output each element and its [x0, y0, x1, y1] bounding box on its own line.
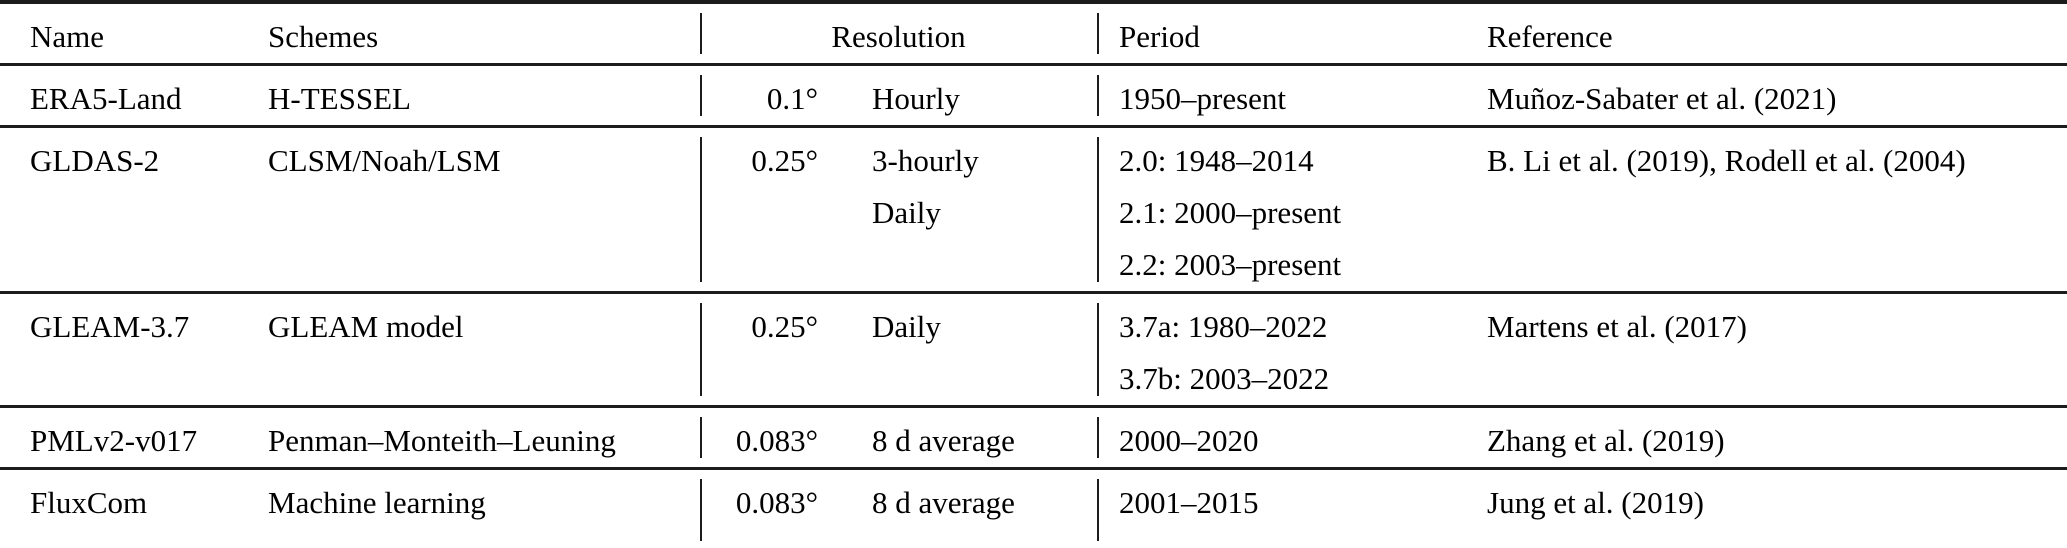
period-line: 1950–present — [1119, 81, 1287, 116]
cell-resolution-value: 0.083° — [700, 468, 822, 548]
cell-period: 1950–present — [1097, 64, 1487, 128]
cell-name: PMLv2-v017 — [0, 406, 268, 470]
cell-name: GLEAM-3.7 — [0, 292, 268, 408]
cell-resolution-frequency: 8 d average — [822, 468, 1097, 548]
cell-name: FluxCom — [0, 468, 268, 548]
resolution-frequency-line: Daily — [872, 309, 941, 344]
cell-name: ERA5-Land — [0, 64, 268, 128]
resolution-frequency-line: Daily — [872, 195, 941, 230]
period-line: 2001–2015 — [1119, 485, 1259, 520]
resolution-frequency-line: 8 d average — [872, 485, 1015, 520]
cell-period: 3.7a: 1980–2022 3.7b: 2003–2022 — [1097, 292, 1487, 408]
resolution-frequency-line: Hourly — [872, 81, 960, 116]
table-row: GLEAM-3.7 GLEAM model 0.25° Daily 3.7a: … — [0, 292, 2067, 408]
period-line: 3.7b: 2003–2022 — [1119, 361, 1330, 396]
cell-resolution-frequency: Daily — [822, 292, 1097, 408]
cell-schemes: H-TESSEL — [268, 64, 700, 128]
column-header-period: Period — [1097, 2, 1487, 66]
period-line: 2.1: 2000–present — [1119, 195, 1342, 230]
resolution-frequency-line: 3-hourly — [872, 143, 979, 178]
cell-name: GLDAS-2 — [0, 126, 268, 294]
cell-resolution-frequency: 3-hourly Daily — [822, 126, 1097, 294]
cell-resolution-value: 0.25° — [700, 126, 822, 294]
cell-period: 2000–2020 — [1097, 406, 1487, 470]
cell-resolution-value: 0.083° — [700, 406, 822, 470]
table-row: GLDAS-2 CLSM/Noah/LSM 0.25° 3-hourly Dai… — [0, 126, 2067, 294]
period-line: 2.2: 2003–present — [1119, 247, 1342, 282]
period-line: 3.7a: 1980–2022 — [1119, 309, 1328, 344]
table-row: FluxCom Machine learning 0.083° 8 d aver… — [0, 468, 2067, 548]
column-header-resolution: Resolution — [700, 2, 1097, 66]
cell-schemes: Penman–Monteith–Leuning — [268, 406, 700, 470]
cell-reference: Zhang et al. (2019) — [1487, 406, 2067, 470]
cell-period: 2001–2015 — [1097, 468, 1487, 548]
resolution-frequency-line: 8 d average — [872, 423, 1015, 458]
table-header-row: Name Schemes Resolution Period Reference — [0, 2, 2067, 66]
column-header-reference: Reference — [1487, 2, 2067, 66]
cell-reference: Martens et al. (2017) — [1487, 292, 2067, 408]
cell-schemes: Machine learning — [268, 468, 700, 548]
table-row: ERA5-Land H-TESSEL 0.1° Hourly 1950–pres… — [0, 64, 2067, 128]
cell-resolution-frequency: Hourly — [822, 64, 1097, 128]
column-header-schemes: Schemes — [268, 2, 700, 66]
cell-period: 2.0: 1948–2014 2.1: 2000–present 2.2: 20… — [1097, 126, 1487, 294]
period-line: 2000–2020 — [1119, 423, 1259, 458]
cell-reference: Jung et al. (2019) — [1487, 468, 2067, 548]
cell-resolution-frequency: 8 d average — [822, 406, 1097, 470]
column-header-name: Name — [0, 2, 268, 66]
cell-resolution-value: 0.1° — [700, 64, 822, 128]
cell-schemes: CLSM/Noah/LSM — [268, 126, 700, 294]
cell-resolution-value: 0.25° — [700, 292, 822, 408]
cell-reference: B. Li et al. (2019), Rodell et al. (2004… — [1487, 126, 2067, 294]
cell-reference: Muñoz-Sabater et al. (2021) — [1487, 64, 2067, 128]
cell-schemes: GLEAM model — [268, 292, 700, 408]
period-line: 2.0: 1948–2014 — [1119, 143, 1314, 178]
table-row: PMLv2-v017 Penman–Monteith–Leuning 0.083… — [0, 406, 2067, 470]
